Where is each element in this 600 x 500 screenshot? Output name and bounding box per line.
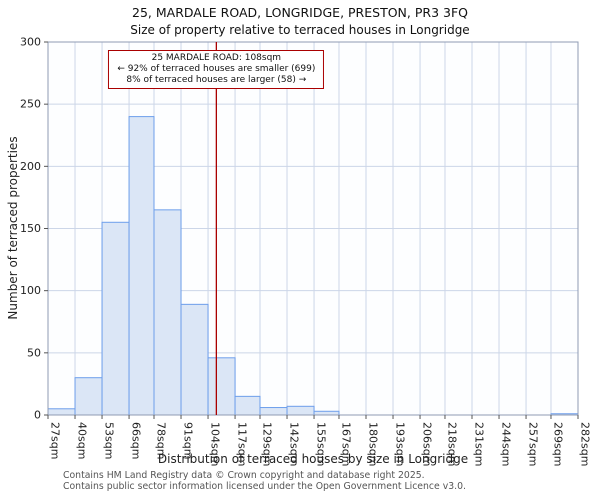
bar-129sqm (259, 407, 288, 416)
chart-subtitle: Size of property relative to terraced ho… (130, 23, 470, 37)
svg-text:218sqm: 218sqm (445, 422, 458, 466)
attribution-line-2: Contains public sector information licen… (63, 480, 466, 492)
svg-text:27sqm: 27sqm (49, 422, 62, 459)
annotation-property-line: 25 MARDALE ROAD: 108sqm (151, 53, 282, 63)
svg-text:53sqm: 53sqm (103, 422, 116, 459)
svg-text:206sqm: 206sqm (421, 422, 434, 466)
histogram-bars (47, 116, 579, 416)
bar-78sqm (153, 209, 182, 416)
bar-91sqm (180, 303, 209, 416)
svg-text:200: 200 (20, 160, 41, 173)
svg-text:117sqm: 117sqm (236, 422, 249, 466)
svg-text:180sqm: 180sqm (367, 422, 380, 466)
bar-155sqm (313, 410, 340, 416)
bar-53sqm (101, 221, 130, 416)
svg-text:231sqm: 231sqm (473, 422, 486, 466)
bar-142sqm (286, 405, 315, 416)
x-tick-labels: 27sqm 40sqm 53sqm 66sqm 78sqm 91sqm 104sqm 117s… (47, 415, 592, 466)
svg-text:300: 300 (20, 36, 41, 49)
y-tick-labels: 0 50 100 150 200 250 300 (20, 36, 48, 422)
bar-27sqm (47, 408, 76, 416)
attribution-footer: Contains HM Land Registry data © Crown c… (63, 470, 466, 492)
bar-117sqm (234, 395, 261, 416)
svg-text:100: 100 (20, 284, 41, 297)
svg-text:40sqm: 40sqm (76, 422, 89, 459)
annotation-larger-line: 8% of terraced houses are larger (58) → (126, 75, 307, 85)
svg-text:150: 150 (20, 222, 41, 235)
bar-66sqm (128, 116, 155, 416)
svg-text:78sqm: 78sqm (155, 422, 168, 459)
svg-text:244sqm: 244sqm (500, 422, 513, 466)
svg-text:0: 0 (34, 409, 41, 422)
svg-text:269sqm: 269sqm (551, 422, 564, 466)
svg-text:142sqm: 142sqm (288, 422, 301, 466)
svg-text:193sqm: 193sqm (394, 422, 407, 466)
annotation-smaller-line: ← 92% of terraced houses are smaller (69… (117, 64, 316, 74)
bar-40sqm (74, 377, 103, 416)
x-axis-label: Distribution of terraced houses by size … (157, 452, 469, 466)
svg-text:104sqm: 104sqm (209, 422, 222, 466)
y-axis-label: Number of terraced properties (6, 136, 20, 320)
svg-text:91sqm: 91sqm (182, 422, 195, 459)
svg-text:167sqm: 167sqm (339, 422, 352, 466)
attribution-line-1: Contains HM Land Registry data © Crown c… (63, 470, 425, 481)
svg-text:50: 50 (27, 346, 41, 359)
svg-text:257sqm: 257sqm (527, 422, 540, 466)
svg-text:129sqm: 129sqm (261, 422, 274, 466)
svg-text:155sqm: 155sqm (315, 422, 328, 466)
chart-title: 25, MARDALE ROAD, LONGRIDGE, PRESTON, PR… (132, 5, 468, 20)
svg-text:250: 250 (20, 98, 41, 111)
property-annotation-box: 25 MARDALE ROAD: 108sqm ← 92% of terrace… (108, 50, 325, 89)
svg-text:66sqm: 66sqm (130, 422, 143, 459)
svg-text:282sqm: 282sqm (579, 422, 592, 466)
bar-104sqm (207, 357, 236, 416)
